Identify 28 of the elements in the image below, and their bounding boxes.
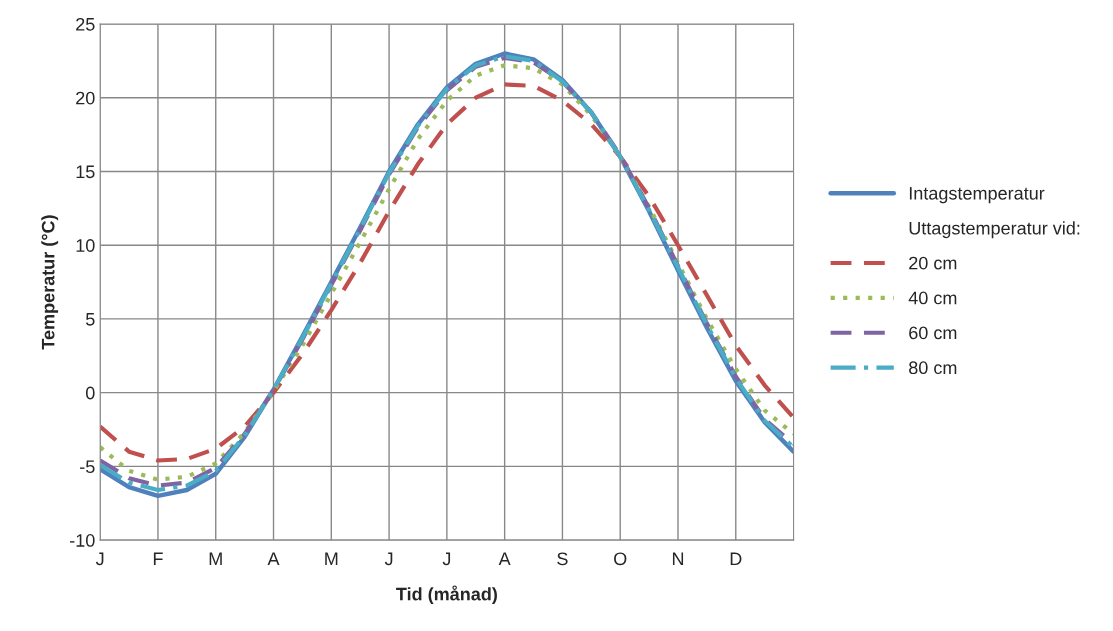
legend-label: 40 cm: [908, 291, 957, 305]
y-tick-label: 15: [76, 165, 95, 179]
y-tick-label: 25: [76, 17, 95, 31]
y-axis-title: Temperatur (°C): [41, 215, 59, 350]
x-tick-label: A: [498, 552, 511, 566]
x-tick-label: J: [442, 552, 451, 566]
x-tick-label: J: [95, 552, 104, 566]
legend-title: Uttagstemperatur vid:: [909, 221, 1080, 239]
y-tick-label: 0: [85, 386, 95, 400]
y-tick-label: 5: [85, 313, 95, 326]
y-tick-label: 10: [76, 239, 95, 252]
x-tick-label: J: [384, 552, 393, 566]
legend-label: 20 cm: [909, 256, 957, 270]
x-tick-label: S: [557, 552, 568, 566]
x-tick-label: F: [153, 552, 163, 566]
legend-label: 60 cm: [909, 326, 957, 340]
x-tick-label: M: [325, 552, 338, 566]
x-tick-label: A: [267, 552, 280, 566]
y-tick-label: -5: [80, 460, 95, 474]
x-tick-label: D: [730, 552, 742, 566]
x-tick-label: O: [614, 552, 627, 566]
x-tick-label: M: [209, 552, 222, 566]
legend-label: Intagstemperatur: [909, 187, 1045, 204]
x-axis-title: Tid (månad): [396, 585, 497, 605]
x-tick-label: N: [672, 552, 684, 566]
y-tick-label: 20: [76, 91, 95, 105]
y-tick-label: -10: [70, 534, 95, 547]
legend-label: 80 cm: [909, 361, 957, 375]
